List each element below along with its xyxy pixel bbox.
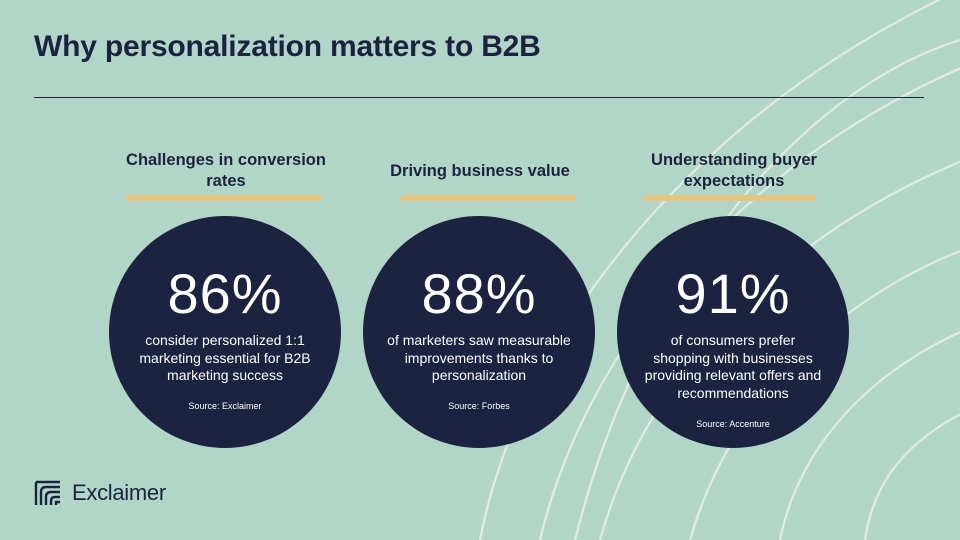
stat-circle: 88% of marketers saw measurable improvem… bbox=[363, 216, 595, 448]
stat-circle: 91% of consumers prefer shopping with bu… bbox=[617, 216, 849, 448]
stat-heading: Driving business value bbox=[390, 161, 570, 180]
stat-value: 91% bbox=[675, 262, 791, 325]
heading-highlight bbox=[400, 195, 576, 201]
stat-column-business-value: Driving business value 88% of marketers … bbox=[360, 150, 600, 448]
stat-source: Source: Accenture bbox=[696, 419, 770, 429]
brand-logo: Exclaimer bbox=[34, 479, 166, 507]
stat-source: Source: Exclaimer bbox=[188, 401, 262, 411]
page-title: Why personalization matters to B2B bbox=[34, 30, 541, 63]
brand-name: Exclaimer bbox=[72, 480, 166, 505]
stat-column-conversion: Challenges in conversion rates 86% consi… bbox=[106, 150, 346, 448]
stat-heading: Challenges in conversion rates bbox=[126, 151, 326, 190]
stat-circle: 86% consider personalized 1:1 marketing … bbox=[109, 216, 341, 448]
stat-description: consider personalized 1:1 marketing esse… bbox=[139, 332, 311, 383]
stat-value: 88% bbox=[421, 262, 537, 325]
stat-value: 86% bbox=[167, 262, 283, 325]
stat-description: of marketers saw measurable improvements… bbox=[387, 332, 571, 383]
stat-column-buyer-expectations: Understanding buyer expectations 91% of … bbox=[614, 150, 854, 448]
exclaimer-logo-icon bbox=[34, 480, 60, 505]
stat-heading: Understanding buyer expectations bbox=[651, 151, 817, 190]
stat-description: of consumers prefer shopping with busine… bbox=[644, 332, 822, 401]
stat-source: Source: Forbes bbox=[448, 401, 510, 411]
title-divider bbox=[34, 97, 924, 98]
heading-highlight bbox=[644, 195, 816, 201]
heading-highlight bbox=[126, 195, 322, 201]
